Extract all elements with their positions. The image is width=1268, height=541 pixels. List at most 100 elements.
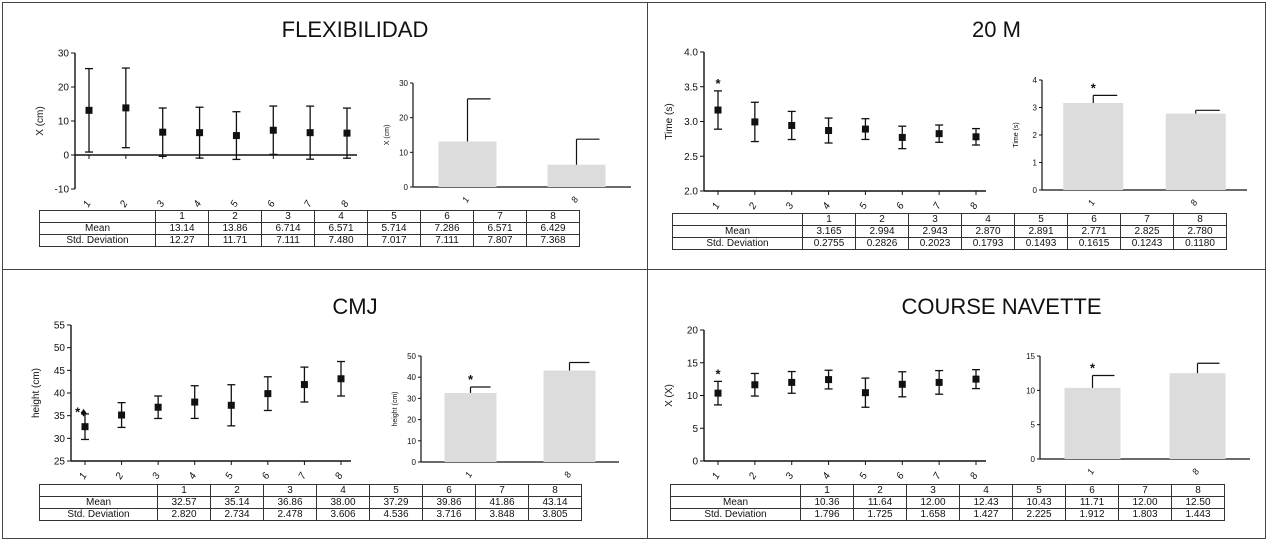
table-cell: 0.1180 <box>1173 237 1227 250</box>
error-bar-point <box>935 124 944 143</box>
table-header-cell: 4 <box>959 484 1013 497</box>
error-bar-point <box>232 111 241 161</box>
stats-table: 1 2 3 4 5 6 7 8 Mean 3.165 2.994 2.943 2.870 2.891 2.7… <box>672 213 1227 250</box>
table-header-cell: 4 <box>961 213 1015 226</box>
table-header-cell: 4 <box>316 484 370 497</box>
x-tick-label: 8 <box>968 471 981 482</box>
x-tick-label: 4 <box>192 199 205 210</box>
table-header-cell: 7 <box>1118 484 1172 497</box>
mean-marker <box>196 129 204 137</box>
table-header-cell: 3 <box>908 213 962 226</box>
mean-marker <box>972 133 980 141</box>
table-cell: 3.848 <box>475 508 529 521</box>
inset-y-axis-label: Time (s) <box>1013 122 1020 147</box>
mean-marker <box>825 127 833 135</box>
stats-table: 1 2 3 4 5 6 7 8 Mean 13.14 13.86 6.714 6.571 5.714 7.2… <box>39 210 580 247</box>
y-tick-label: 10 <box>58 117 70 128</box>
table-cell: 1.427 <box>959 508 1013 521</box>
inset-bar-chart: 0 10 20 30 40 50 height (cm) 1 8 * <box>392 352 619 479</box>
inset-y-tick-label: 4 <box>1033 76 1038 85</box>
error-bar-point <box>861 118 870 141</box>
table-header-cell: 3 <box>906 484 960 497</box>
x-tick-label: 5 <box>229 199 242 210</box>
y-tick-label: 2.5 <box>684 152 698 163</box>
mean-marker <box>154 403 162 411</box>
table-cell: 38.00 <box>316 496 370 509</box>
mean-marker <box>191 398 199 406</box>
table-cell: 1.658 <box>906 508 960 521</box>
table-cell: 13.14 <box>155 222 209 235</box>
mean-marker <box>264 390 272 398</box>
x-tick-label: 2 <box>747 201 760 213</box>
table-cell: 1.725 <box>853 508 907 521</box>
table-header-cell: 1 <box>800 484 854 497</box>
x-tick-label: 3 <box>150 471 163 482</box>
table-cell: 11.71 <box>208 234 262 247</box>
table-header-cell: 6 <box>1067 213 1121 226</box>
x-tick-label: 6 <box>895 201 908 212</box>
error-bar-point <box>750 101 759 143</box>
x-tick-label: 3 <box>784 471 797 482</box>
y-tick-label: 3.0 <box>684 117 698 128</box>
table-row: Mean 10.36 11.64 12.00 12.43 10.43 11.71 12.00 1… <box>670 496 1225 509</box>
inset-bar <box>1165 113 1226 190</box>
table-cell: 2.225 <box>1012 508 1066 521</box>
error-bar-point <box>972 127 980 146</box>
inset-y-tick-label: 20 <box>407 416 416 425</box>
mean-marker <box>861 389 869 397</box>
table-cell: 2.478 <box>263 508 317 521</box>
error-bar-point <box>861 377 870 408</box>
table-header-cell: 8 <box>1171 484 1225 497</box>
table-cell: 1.443 <box>1171 508 1225 521</box>
x-tick-label: 7 <box>297 471 310 482</box>
inset-bar <box>438 141 497 187</box>
panel-title: FLEXIBILIDAD <box>281 17 429 42</box>
table-cell: 0.1243 <box>1120 237 1174 250</box>
table-row-label: Mean <box>672 225 803 238</box>
table-cell: 10.43 <box>1012 496 1066 509</box>
inset-y-tick-label: 10 <box>407 437 416 446</box>
table-header-cell: 2 <box>855 213 909 226</box>
mean-marker <box>714 389 722 397</box>
table-cell: 7.286 <box>420 222 474 235</box>
table-cell: 2.771 <box>1067 225 1121 238</box>
mean-marker <box>232 132 240 140</box>
inset-bar <box>1064 387 1121 459</box>
table-row-label: Std. Deviation <box>670 508 801 521</box>
inset-x-tick-label: 1 <box>460 195 471 204</box>
table-header-cell: 7 <box>475 484 529 497</box>
panel-title: CMJ <box>332 294 378 319</box>
y-tick-label: 15 <box>687 358 699 369</box>
table-cell: 5.714 <box>367 222 421 235</box>
table-cell: 2.780 <box>1173 225 1227 238</box>
table-header-cell: 8 <box>528 484 582 497</box>
table-cell: 7.111 <box>420 234 474 247</box>
table-row-label: Mean <box>39 222 156 235</box>
table-header-cell: 6 <box>422 484 476 497</box>
stats-table: 1 2 3 4 5 6 7 8 Mean 10.36 11.64 12.00 12.43 10.43 11.… <box>670 484 1225 521</box>
error-bar-point <box>343 107 351 159</box>
inset-bar <box>444 392 497 462</box>
x-tick-label: 7 <box>931 201 944 212</box>
table-cell: 2.825 <box>1120 225 1174 238</box>
inset-bar <box>547 164 606 187</box>
inset-x-tick-label: 1 <box>1086 198 1097 207</box>
inset-y-tick-label: 0 <box>404 183 409 192</box>
table-row: Mean 3.165 2.994 2.943 2.870 2.891 2.771 2.825 2… <box>672 225 1227 238</box>
table-row-label: Std. Deviation <box>39 508 158 521</box>
table-header-cell: 5 <box>369 484 423 497</box>
table-cell: 43.14 <box>528 496 582 509</box>
table-cell: 2.891 <box>1014 225 1068 238</box>
error-bar-point <box>263 376 272 412</box>
error-bar-point <box>935 369 944 395</box>
inset-y-tick-label: 3 <box>1033 104 1038 113</box>
inset-y-tick-label: 5 <box>1031 421 1036 430</box>
y-tick-label: 0 <box>63 151 69 162</box>
mean-marker <box>343 129 351 137</box>
error-bar-point <box>824 117 833 144</box>
inset-y-tick-label: 40 <box>407 373 416 382</box>
y-tick-label: 10 <box>687 391 699 402</box>
y-axis-label: Time (s) <box>664 103 675 139</box>
mean-marker <box>159 128 167 136</box>
table-row-label: Mean <box>39 496 158 509</box>
